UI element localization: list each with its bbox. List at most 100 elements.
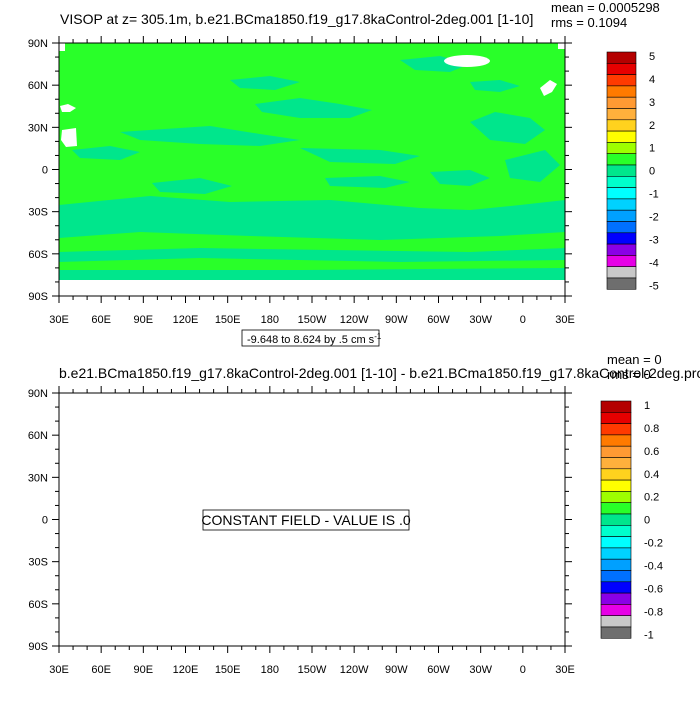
- panel-2-colorbar-box: [600, 615, 632, 628]
- panel-2-y-tick-label: 0: [42, 515, 48, 527]
- panel-2-colorbar-box: [600, 604, 632, 617]
- panel-1-contour-info: -9.648 to 8.624 by .5 cm s-1: [241, 329, 382, 347]
- panel-1: VISOP at z= 305.1m, b.e21.BCma1850.f19_g…: [28, 0, 660, 347]
- panel-2-colorbar-box: [600, 423, 632, 436]
- panel-2-x-tick-label: 30E: [555, 664, 575, 676]
- panel-2-colorbar: 1 0.8 0.6 0.4 0.2 0 -0.2 -0.4 -0.6 -0.8 -1: [600, 400, 663, 641]
- panel-2-colorbar-label: 0.4: [644, 469, 659, 481]
- panel-1-x-tick-label: 90E: [134, 314, 154, 326]
- panel-1-colorbar-box: [606, 221, 637, 234]
- panel-1-colorbar-label: -1: [649, 189, 659, 201]
- panel-1-negative-regions: [59, 56, 565, 280]
- panel-1-y-tick-labels: 90N 60N 30N 0 30S 60S 90S: [28, 38, 48, 303]
- panel-2-x-tick-label: 60E: [91, 664, 111, 676]
- panel-2-colorbar-label: -0.2: [644, 538, 663, 550]
- panel-2-colorbar-label: -0.4: [644, 561, 663, 573]
- panel-1-colorbar-label: 2: [649, 120, 655, 132]
- panel-2-colorbar-box: [600, 524, 632, 537]
- panel-2-x-tick-label: 60W: [427, 664, 450, 676]
- panel-2-y-tick-label: 60N: [28, 430, 48, 442]
- panel-2-colorbar-box: [600, 445, 632, 458]
- panel-2-colorbar-box: [600, 581, 632, 594]
- panel-1-y-tick-label: 90N: [28, 38, 48, 50]
- panel-1-x-tick-label: 150E: [215, 314, 241, 326]
- panel-1-y-tick-label: 60N: [28, 80, 48, 92]
- panel-2-colorbar-label: -0.6: [644, 583, 663, 595]
- panel-2-colorbar-box: [600, 513, 632, 526]
- panel-1-x-tick-label: 30E: [49, 314, 69, 326]
- panel-2-colorbar-box: [600, 411, 632, 424]
- panel-1-mean-label: mean = 0.0005298: [551, 0, 660, 15]
- panel-2-colorbar-box: [600, 457, 632, 470]
- panel-2-colorbar-label: 0.8: [644, 423, 659, 435]
- panel-1-missing-patches: [59, 43, 565, 147]
- panel-2-y-tick-label: 30N: [28, 472, 48, 484]
- panel-2-colorbar-box: [600, 547, 632, 560]
- panel-1-y-tick-label: 30N: [28, 122, 48, 134]
- panel-1-x-tick-label: 120E: [173, 314, 199, 326]
- panel-1-colorbar-box: [606, 164, 637, 177]
- panel-2-colorbar-box: [600, 558, 632, 571]
- panel-1-colorbar-box: [606, 96, 637, 109]
- panel-2-colorbar-box: [600, 536, 632, 549]
- panel-1-x-tick-labels: 30E 60E 90E 120E 150E 180 150W 120W 90W 60W 30W 0 30…: [49, 314, 575, 326]
- panel-1-title: VISOP at z= 305.1m, b.e21.BCma1850.f19_g…: [60, 11, 533, 27]
- panel-2-colorbar-box: [600, 570, 632, 583]
- panel-1-colorbar-label: -4: [649, 257, 659, 269]
- panel-1-colorbar: 5 4 3 2 1 0 -1 -2 -3 -4 -5: [606, 51, 659, 292]
- panel-1-colorbar-label: 4: [649, 74, 655, 86]
- panel-2-colorbar-box: [600, 491, 632, 503]
- panel-2-x-tick-label: 120W: [340, 664, 369, 676]
- panel-2-rms-label: rms = 0: [607, 367, 651, 382]
- panel-2-x-tick-label: 150W: [298, 664, 327, 676]
- panel-2-colorbar-box: [600, 434, 632, 447]
- panel-2-x-tick-labels: 30E 60E 90E 120E 150E 180 150W 120W 90W 60W 30W 0 30…: [49, 664, 575, 676]
- panel-1-colorbar-box: [606, 153, 637, 166]
- contour-info-box: [241, 329, 380, 347]
- panel-2-y-tick-label: 90N: [28, 388, 48, 400]
- panel-2-colorbar-box: [600, 468, 632, 481]
- panel-2-x-tick-label: 120E: [173, 664, 199, 676]
- panel-1-rms-label: rms = 0.1094: [551, 15, 627, 30]
- panel-2-colorbar-label: -0.8: [644, 606, 663, 618]
- panel-2-colorbar-label: 0.2: [644, 492, 659, 504]
- panel-1-x-tick-label: 180: [261, 314, 279, 326]
- panel-1-x-tick-label: 0: [520, 314, 526, 326]
- panel-2-colorbar-box: [600, 502, 632, 515]
- panel-2-y-tick-label: 90S: [28, 641, 48, 653]
- panel-1-colorbar-box: [606, 62, 637, 75]
- panel-1-y-tick-label: 90S: [28, 291, 48, 303]
- panel-1-x-tick-label: 30E: [555, 314, 575, 326]
- panel-1-colorbar-box: [606, 119, 637, 132]
- panel-2-y-tick-labels: 90N 60N 30N 0 30S 60S 90S: [28, 388, 48, 653]
- panel-1-colorbar-box: [606, 51, 637, 64]
- panel-2-x-tick-label: 30E: [49, 664, 69, 676]
- constant-field-box: [202, 509, 410, 531]
- panel-2-mean-label: mean = 0: [607, 352, 662, 367]
- panel-2-colorbar-label: -1: [644, 629, 654, 641]
- panel-1-colorbar-box: [606, 74, 637, 87]
- panel-2-map: 30E 60E 90E 120E 150E 180 150W 120W 90W 60W 30W 0 30…: [28, 386, 575, 676]
- panel-1-colorbar-label: -3: [649, 234, 659, 246]
- panel-1-x-tick-label: 150W: [298, 314, 327, 326]
- contour-info-text: -9.648 to 8.624 by .5 cm s-1: [247, 332, 382, 346]
- panel-2-colorbar-box: [600, 400, 632, 413]
- panel-1-colorbar-label: -2: [649, 212, 659, 224]
- panel-2-colorbar-box: [600, 592, 632, 605]
- panel-1-x-tick-label: 30W: [469, 314, 492, 326]
- panel-1-colorbar-box: [606, 255, 637, 267]
- panel-2-y-tick-label: 30S: [28, 557, 48, 569]
- panel-1-colorbar-label: 5: [649, 51, 655, 63]
- panel-2-colorbar-label: 0.6: [644, 446, 659, 458]
- panel-1-colorbar-box: [606, 108, 637, 121]
- panel-1-colorbar-box: [606, 243, 637, 256]
- panel-1-y-tick-label: 0: [42, 165, 48, 177]
- panel-1-colorbar-box: [606, 209, 637, 222]
- panel-1-colorbar-box: [606, 85, 637, 98]
- panel-1-colorbar-box: [606, 266, 637, 279]
- panel-2-x-tick-label: 150E: [215, 664, 241, 676]
- panel-2-x-tick-label: 90E: [134, 664, 154, 676]
- panel-1-colorbar-box: [606, 232, 637, 245]
